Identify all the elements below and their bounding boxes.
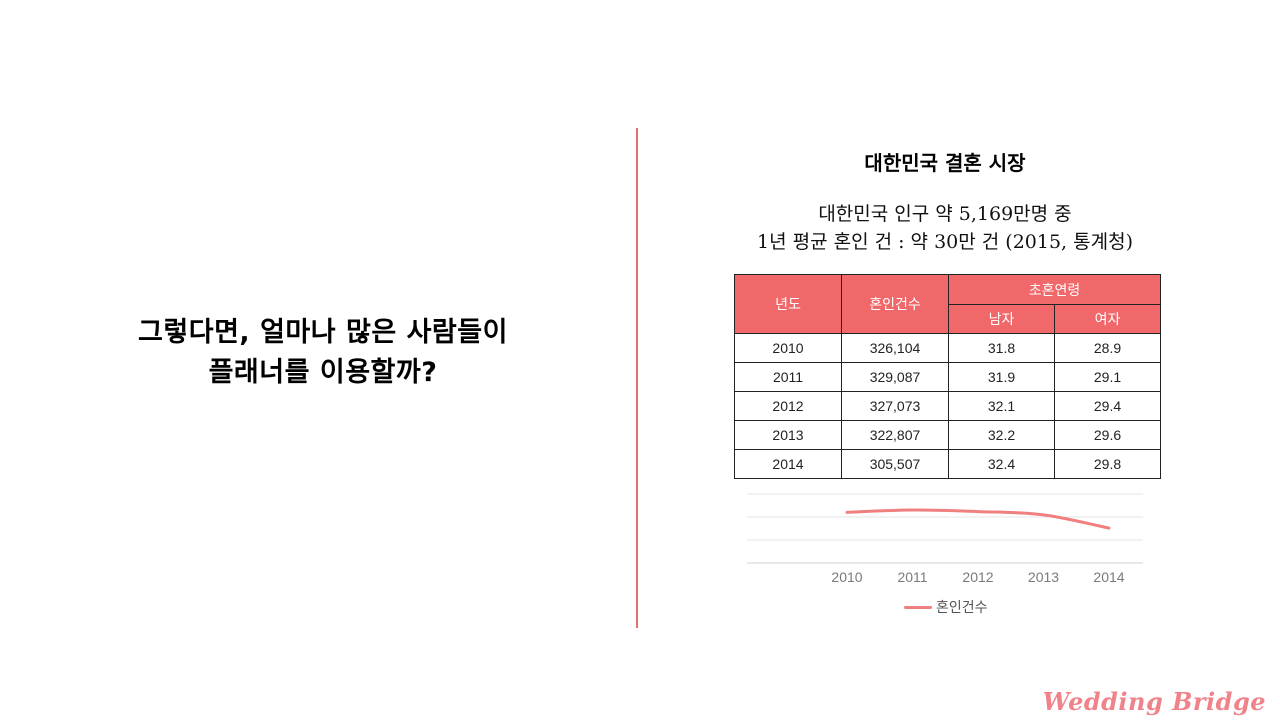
table-row: 2013 322,807 32.2 29.6 bbox=[734, 420, 1161, 450]
subtitle-line-1: 대한민국 인구 약 5,169만명 중 bbox=[818, 203, 1072, 225]
cell-year: 2013 bbox=[734, 420, 842, 450]
cell-year: 2014 bbox=[734, 449, 842, 479]
x-tick-label: 2014 bbox=[1093, 569, 1124, 585]
chart-legend: 혼인건수 bbox=[904, 597, 988, 617]
vertical-divider bbox=[636, 128, 638, 628]
section-title: 대한민국 결혼 시장 bbox=[864, 151, 1026, 175]
legend-line-swatch bbox=[904, 605, 932, 609]
table-row: 2010 326,104 31.8 28.9 bbox=[734, 333, 1161, 363]
cell-year: 2010 bbox=[734, 333, 842, 363]
x-tick-label: 2013 bbox=[1028, 569, 1059, 585]
cell-count: 305,507 bbox=[841, 449, 949, 479]
cell-female: 29.8 bbox=[1054, 449, 1161, 479]
population-subtitle: 대한민국 인구 약 5,169만명 중 1년 평균 혼인 건 : 약 30만 건… bbox=[690, 200, 1200, 256]
x-tick-label: 2011 bbox=[897, 569, 927, 585]
series-line bbox=[845, 508, 1111, 530]
header-female: 여자 bbox=[1054, 304, 1161, 334]
cell-male: 32.1 bbox=[948, 391, 1055, 421]
cell-year: 2011 bbox=[734, 362, 842, 392]
cell-count: 327,073 bbox=[841, 391, 949, 421]
cell-female: 29.4 bbox=[1054, 391, 1161, 421]
header-marriage-count: 혼인건수 bbox=[841, 274, 949, 334]
cell-female: 29.1 bbox=[1054, 362, 1161, 392]
cell-male: 32.4 bbox=[948, 449, 1055, 479]
table-row: 2014 305,507 32.4 29.8 bbox=[734, 449, 1161, 479]
marriage-count-line-chart: 2010 2011 2012 2013 2014 bbox=[747, 493, 1143, 585]
cell-male: 31.9 bbox=[948, 362, 1055, 392]
marriage-stats-table: 년도 혼인건수 초혼연령 남자 여자 2010 326,104 31.8 28.… bbox=[734, 274, 1161, 479]
header-year: 년도 bbox=[734, 274, 842, 334]
header-male: 남자 bbox=[948, 304, 1055, 334]
cell-count: 326,104 bbox=[841, 333, 949, 363]
question-line-1: 그렇다면, 얼마나 많은 사람들이 bbox=[138, 317, 508, 348]
x-tick-label: 2012 bbox=[962, 569, 993, 585]
question-line-2: 플래너를 이용할까? bbox=[208, 357, 438, 388]
legend-label: 혼인건수 bbox=[936, 599, 988, 615]
subtitle-line-2: 1년 평균 혼인 건 : 약 30만 건 (2015, 통계청) bbox=[756, 231, 1133, 253]
cell-count: 322,807 bbox=[841, 420, 949, 450]
table-row: 2012 327,073 32.1 29.4 bbox=[734, 391, 1161, 421]
cell-female: 28.9 bbox=[1054, 333, 1161, 363]
header-first-marriage-age: 초혼연령 bbox=[948, 274, 1161, 305]
main-question-heading: 그렇다면, 얼마나 많은 사람들이 플래너를 이용할까? bbox=[118, 313, 528, 393]
cell-male: 32.2 bbox=[948, 420, 1055, 450]
cell-male: 31.8 bbox=[948, 333, 1055, 363]
x-tick-label: 2010 bbox=[831, 569, 862, 585]
cell-year: 2012 bbox=[734, 391, 842, 421]
cell-count: 329,087 bbox=[841, 362, 949, 392]
wedding-bridge-logo: Wedding Bridge bbox=[1042, 687, 1266, 716]
table-row: 2011 329,087 31.9 29.1 bbox=[734, 362, 1161, 392]
cell-female: 29.6 bbox=[1054, 420, 1161, 450]
